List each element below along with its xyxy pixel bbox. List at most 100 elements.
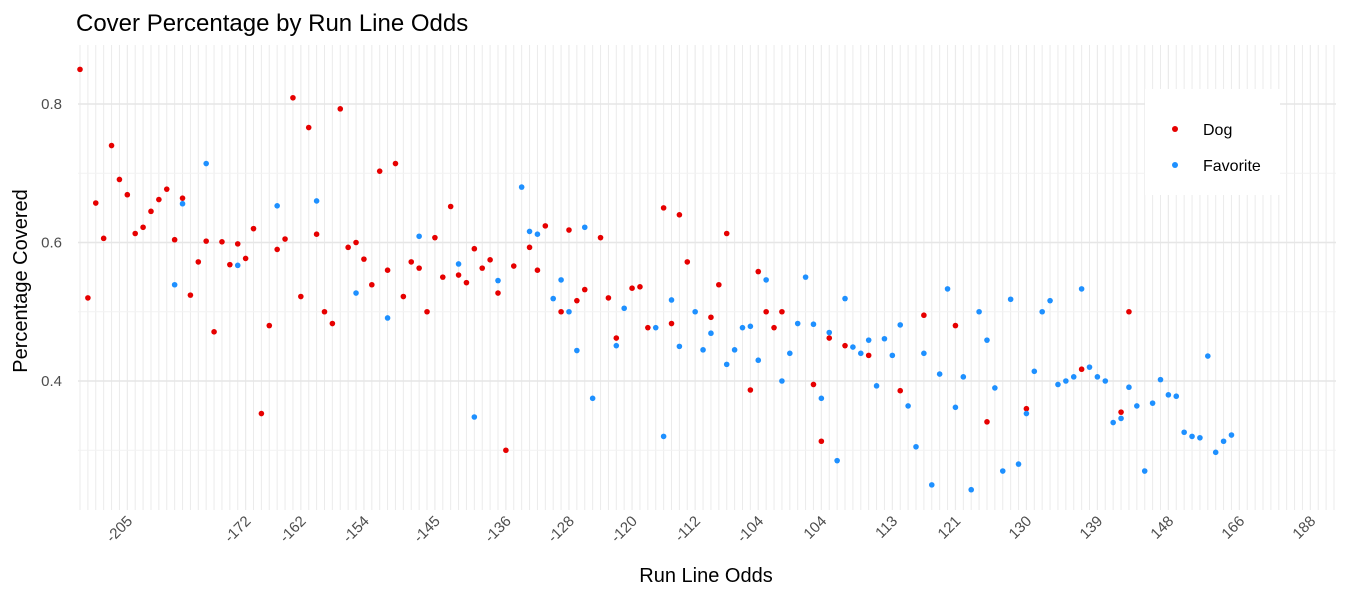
legend-dog-label: Dog [1203,122,1232,139]
x-tick-label: -154 [339,513,372,546]
favorite-point [1047,297,1053,304]
y-tick-label: 0.4 [41,373,62,390]
favorite-point [913,443,919,450]
x-tick-label: -104 [734,513,767,546]
dog-point [897,387,904,394]
favorite-point [976,308,982,315]
dog-point [439,274,446,280]
dog-point [384,267,391,274]
x-tick-label: 104 [800,513,830,543]
dog-point [558,308,564,315]
grid-layer [78,45,1336,510]
dog-point [187,292,194,298]
dog-point [566,227,572,233]
favorite-point [992,385,998,391]
dog-point [408,259,415,265]
favorite-point [1173,393,1180,400]
favorite-point [1055,381,1061,388]
dog-point [660,205,667,211]
dog-point [447,203,454,210]
favorite-point [873,383,880,389]
dog-point [771,324,777,331]
dog-point [321,308,328,315]
dog-point [479,265,486,271]
favorite-point [889,352,896,359]
dog-point [361,256,367,262]
favorite-point [471,414,478,420]
favorite-point [1031,368,1038,375]
favorite-point [692,308,698,315]
favorite-point [621,305,627,312]
favorite-point [944,286,951,292]
dog-point [400,293,407,300]
x-tick-label: 166 [1218,513,1248,543]
favorite-point [881,335,888,342]
dog-point [471,245,478,252]
favorite-point [558,277,564,283]
dog-point [455,272,462,278]
favorite-point [810,321,817,328]
favorite-point [968,486,975,493]
favorite-point [731,347,738,353]
favorite-point [1110,419,1116,426]
favorite-point [1220,438,1227,445]
legend: Dog Favorite [1145,89,1280,195]
dog-point [763,308,769,315]
dog-point [274,246,280,253]
favorite-point [1212,449,1219,456]
dog-point [282,236,288,242]
dog-point [250,225,257,232]
dog-point [921,312,927,319]
dog-point [747,387,754,393]
dog-point [676,212,683,218]
favorite-point [857,350,864,357]
dog-point [369,281,375,288]
chart-title: Cover Percentage by Run Line Odds [76,10,468,37]
dog-point [290,94,296,101]
favorite-point [1063,378,1069,384]
dog-point [716,281,722,288]
favorite-point [179,200,186,207]
dog-point [163,186,170,192]
dog-point [432,234,438,241]
dog-point [108,142,115,149]
favorite-point [1007,296,1014,303]
favorite-point [1149,400,1156,406]
dog-point [723,230,730,237]
favorite-point [534,231,541,237]
favorite-point [1086,364,1093,370]
favorite-point [274,202,280,209]
favorite-point [384,315,391,321]
legend-background [1145,89,1280,195]
dog-point [487,257,493,263]
favorite-point [794,320,801,327]
x-axis-title: Run Line Odds [639,565,772,587]
dog-point [842,342,848,349]
dog-point [140,224,146,231]
dog-point [266,322,273,329]
favorite-point [708,330,714,337]
favorite-point [416,233,422,240]
dog-point [195,259,202,265]
favorite-point [1157,376,1164,383]
favorite-point [1197,434,1203,441]
favorite-point [1205,353,1211,359]
favorite-point [763,277,769,283]
dog-point [132,230,139,237]
favorite-point [566,308,572,315]
x-tick-label: 121 [935,513,965,543]
dog-point [100,235,107,242]
x-tick-label: -145 [410,513,443,546]
favorite-point [928,482,935,488]
favorite-point [897,322,904,328]
dog-point [526,244,533,251]
favorite-point [755,357,762,364]
favorite-point [455,261,462,267]
dog-point [179,195,186,201]
dog-point [376,168,383,174]
favorite-point [495,277,501,284]
dog-point [708,314,714,321]
x-tick-label: -205 [103,513,136,546]
favorite-point [700,347,706,353]
